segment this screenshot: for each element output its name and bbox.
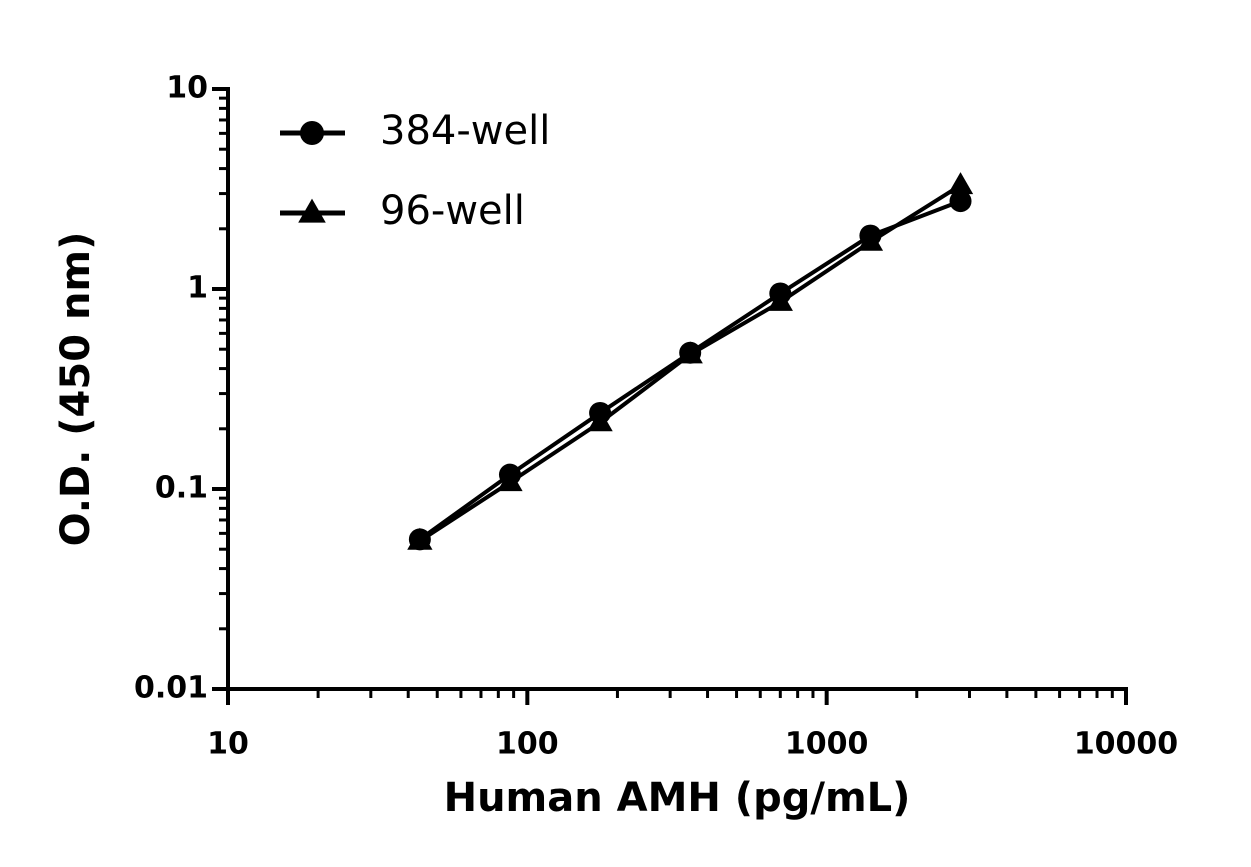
- marker: [407, 527, 433, 550]
- marker: [767, 288, 793, 311]
- y-tick-label: 1: [187, 271, 208, 306]
- x-axis-label: Human AMH (pg/mL): [444, 775, 911, 821]
- y-tick-label: 0.01: [134, 671, 208, 706]
- y-tick-label: 0.1: [155, 471, 208, 506]
- legend-label: 96-well: [380, 188, 525, 234]
- marker: [298, 198, 326, 223]
- x-tick-label: 10000: [1074, 727, 1178, 762]
- marker: [587, 409, 613, 432]
- marker: [677, 341, 703, 364]
- marker: [497, 469, 523, 492]
- x-tick-label: 1000: [785, 727, 869, 762]
- y-axis-label: O.D. (450 nm): [53, 232, 99, 547]
- marker: [947, 172, 974, 195]
- marker: [949, 190, 972, 213]
- legend-label: 384-well: [380, 108, 550, 154]
- y-tick-label: 10: [166, 71, 208, 106]
- marker: [857, 228, 884, 251]
- marker: [300, 121, 324, 145]
- x-tick-label: 10: [207, 727, 249, 762]
- x-tick-label: 100: [496, 727, 559, 762]
